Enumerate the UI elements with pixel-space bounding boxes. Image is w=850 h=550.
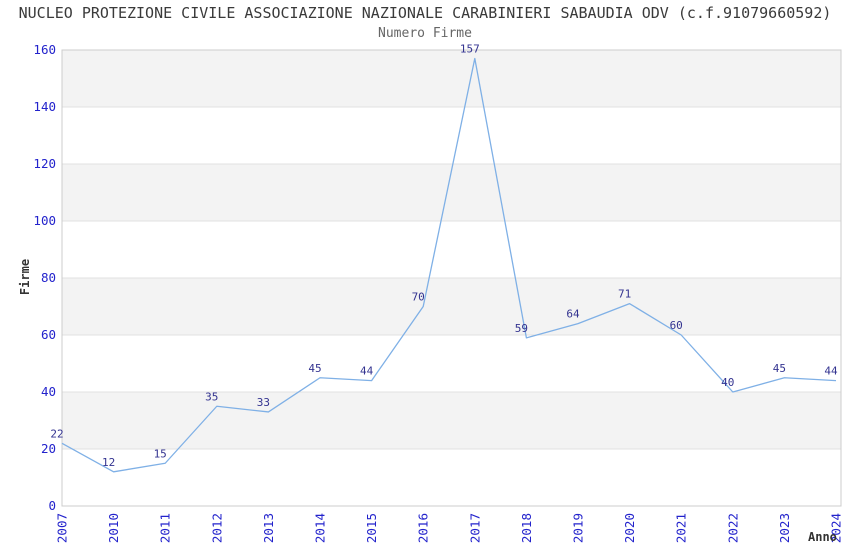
x-tick-label: 2010 [106,513,121,543]
x-tick-label: 2007 [55,513,70,543]
data-point-label: 35 [205,390,218,403]
data-point-label: 33 [257,396,270,409]
data-point-label: 70 [412,291,425,304]
data-point-label: 45 [773,362,786,375]
data-point-label: 45 [308,362,321,375]
y-tick-label: 60 [41,327,56,342]
x-tick-label: 2016 [416,513,431,543]
x-axis-title: Anno [808,530,837,544]
chart-title: NUCLEO PROTEZIONE CIVILE ASSOCIAZIONE NA… [18,4,832,22]
x-tick-label: 2020 [622,513,637,543]
y-tick-label: 160 [33,42,56,57]
y-tick-label: 40 [41,384,56,399]
data-point-label: 44 [824,365,838,378]
data-line [61,57,837,473]
data-point-label: 12 [102,456,115,469]
x-tick-label: 2018 [519,513,534,543]
data-point-label: 40 [721,376,734,389]
y-tick-label: 120 [33,156,56,171]
y-tick-label: 20 [41,441,56,456]
data-point-label: 59 [515,322,528,335]
plot-band [62,392,841,449]
data-point-label: 71 [618,288,631,301]
x-tick-label: 2024 [829,513,844,543]
data-point-label: 22 [50,427,63,440]
y-tick-label: 140 [33,99,56,114]
x-tick-label: 2021 [674,513,689,543]
data-point-label: 44 [360,365,374,378]
data-point-label: 64 [566,308,580,321]
y-axis-title: Firme [18,258,32,296]
plot-frame [61,49,842,507]
x-tick-label: 2013 [261,513,276,543]
data-point-label: 60 [670,319,683,332]
plot-band [62,278,841,335]
y-tick-label: 0 [48,498,56,513]
x-tick-label: 2011 [158,513,173,543]
data-point-label: 15 [154,447,167,460]
x-tick-label: 2012 [209,513,224,543]
data-point-label: 157 [460,43,480,56]
x-tick-label: 2022 [725,513,740,543]
y-tick-label: 80 [41,270,56,285]
x-tick-label: 2015 [364,513,379,543]
x-tick-label: 2023 [777,513,792,543]
chart-subtitle: Numero Firme [378,26,472,41]
x-tick-label: 2014 [313,513,328,543]
plot-band [62,50,841,107]
y-tick-label: 100 [33,213,56,228]
x-tick-label: 2019 [571,513,586,543]
x-tick-label: 2017 [467,513,482,543]
